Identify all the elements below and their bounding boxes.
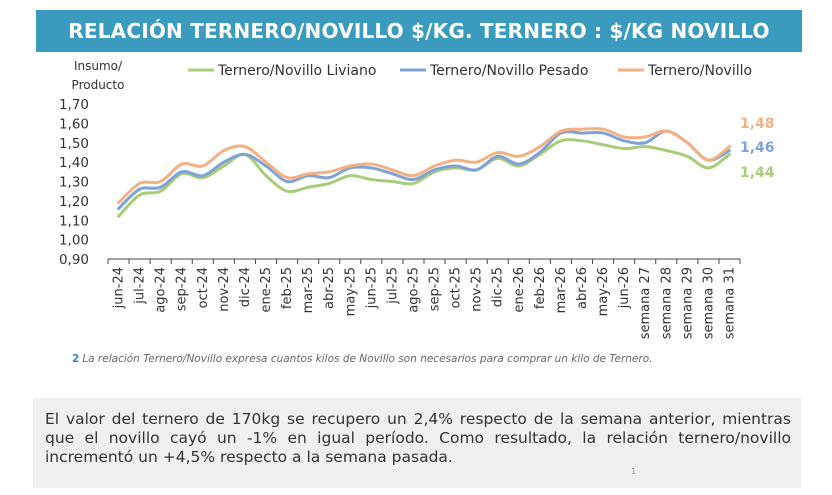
x-tick-label: feb-25 <box>280 267 295 309</box>
x-tick-label: may-25 <box>343 267 358 316</box>
series-layer <box>117 127 731 218</box>
end-labels: 1,48 1,46 1,44 <box>740 116 775 181</box>
y-tick-label: 1,30 <box>59 175 89 191</box>
y-axis-ticks: 0,90 1,00 1,10 1,20 1,30 1,40 1,50 1,60 1,70 <box>59 97 89 268</box>
legend-label: Ternero/Novillo Pesado <box>429 63 588 79</box>
footnote-text: La relación Ternero/Novillo expresa cuan… <box>82 353 653 365</box>
legend-label: Ternero/Novillo <box>647 63 752 79</box>
x-tick-label: semana 28 <box>659 267 674 339</box>
x-tick-label: abr-25 <box>322 267 337 309</box>
x-tick-label: dic-25 <box>491 267 506 307</box>
legend-label: Ternero/Novillo Liviano <box>217 63 376 79</box>
x-tick-label: ago-25 <box>406 267 421 313</box>
summary-box: El valor del ternero de 170kg se recuper… <box>33 398 801 488</box>
x-tick-label: nov-24 <box>217 267 232 312</box>
footnote: 2 La relación Ternero/Novillo expresa cua… <box>72 352 748 366</box>
summary-text: El valor del ternero de 170kg se recuper… <box>45 410 791 466</box>
x-tick-label: may-26 <box>596 267 611 316</box>
x-axis: jun-24 jul-24 ago-24 sep-24 oct-24 nov-24 dic-… <box>107 258 741 339</box>
x-tick-label: feb-26 <box>533 267 548 309</box>
series-line-3 <box>117 127 731 205</box>
footnote-number: 2 <box>72 353 80 365</box>
x-tick-label: nov-25 <box>470 267 485 312</box>
line-chart: Insumo/ Producto Ternero/Novillo Liviano… <box>59 59 775 339</box>
x-tick-label: sep-24 <box>175 267 190 311</box>
x-tick-label: semana 31 <box>722 267 737 339</box>
x-tick-label: oct-24 <box>196 267 211 308</box>
x-tick-label: ene-26 <box>512 267 527 312</box>
x-tick-label: jul-25 <box>385 267 400 305</box>
legend: Ternero/Novillo Liviano Ternero/Novillo P… <box>188 63 752 79</box>
x-tick-label: mar-25 <box>301 267 316 313</box>
y-tick-label: 1,60 <box>59 116 89 132</box>
y-axis-label-line2: Producto <box>72 78 125 92</box>
x-tick-label: semana 30 <box>701 267 716 339</box>
x-tick-label: ago-24 <box>154 267 169 313</box>
page-number: 1 <box>631 467 637 476</box>
y-tick-label: 1,50 <box>59 136 89 152</box>
end-label: 1,44 <box>740 165 775 181</box>
end-label: 1,46 <box>740 140 775 156</box>
x-tick-label: ene-25 <box>259 267 274 312</box>
x-tick-label: jun-24 <box>112 267 127 309</box>
x-tick-label: oct-25 <box>449 267 464 308</box>
series-line-1 <box>117 138 731 218</box>
end-label: 1,48 <box>740 116 775 132</box>
series-line-2 <box>117 129 731 211</box>
y-tick-label: 1,00 <box>59 233 89 249</box>
chart-title: RELACIÓN TERNERO/NOVILLO $/KG. TERNERO :… <box>36 10 802 52</box>
x-tick-label: jul-24 <box>133 267 148 305</box>
x-tick-label: semana 29 <box>680 267 695 339</box>
y-tick-label: 1,40 <box>59 155 89 171</box>
y-axis-label-line1: Insumo/ <box>74 59 123 73</box>
x-tick-label: jun-25 <box>364 267 379 309</box>
y-tick-label: 1,70 <box>59 97 89 113</box>
x-tick-label: sep-25 <box>428 267 443 311</box>
x-tick-label: mar-26 <box>554 267 569 313</box>
y-tick-label: 1,20 <box>59 194 89 210</box>
y-tick-label: 0,90 <box>59 252 89 268</box>
x-tick-label: abr-26 <box>575 267 590 309</box>
x-tick-label: jun-26 <box>617 267 632 309</box>
x-tick-label: dic-24 <box>238 267 253 307</box>
y-tick-label: 1,10 <box>59 213 89 229</box>
x-tick-label: semana 27 <box>638 267 653 339</box>
